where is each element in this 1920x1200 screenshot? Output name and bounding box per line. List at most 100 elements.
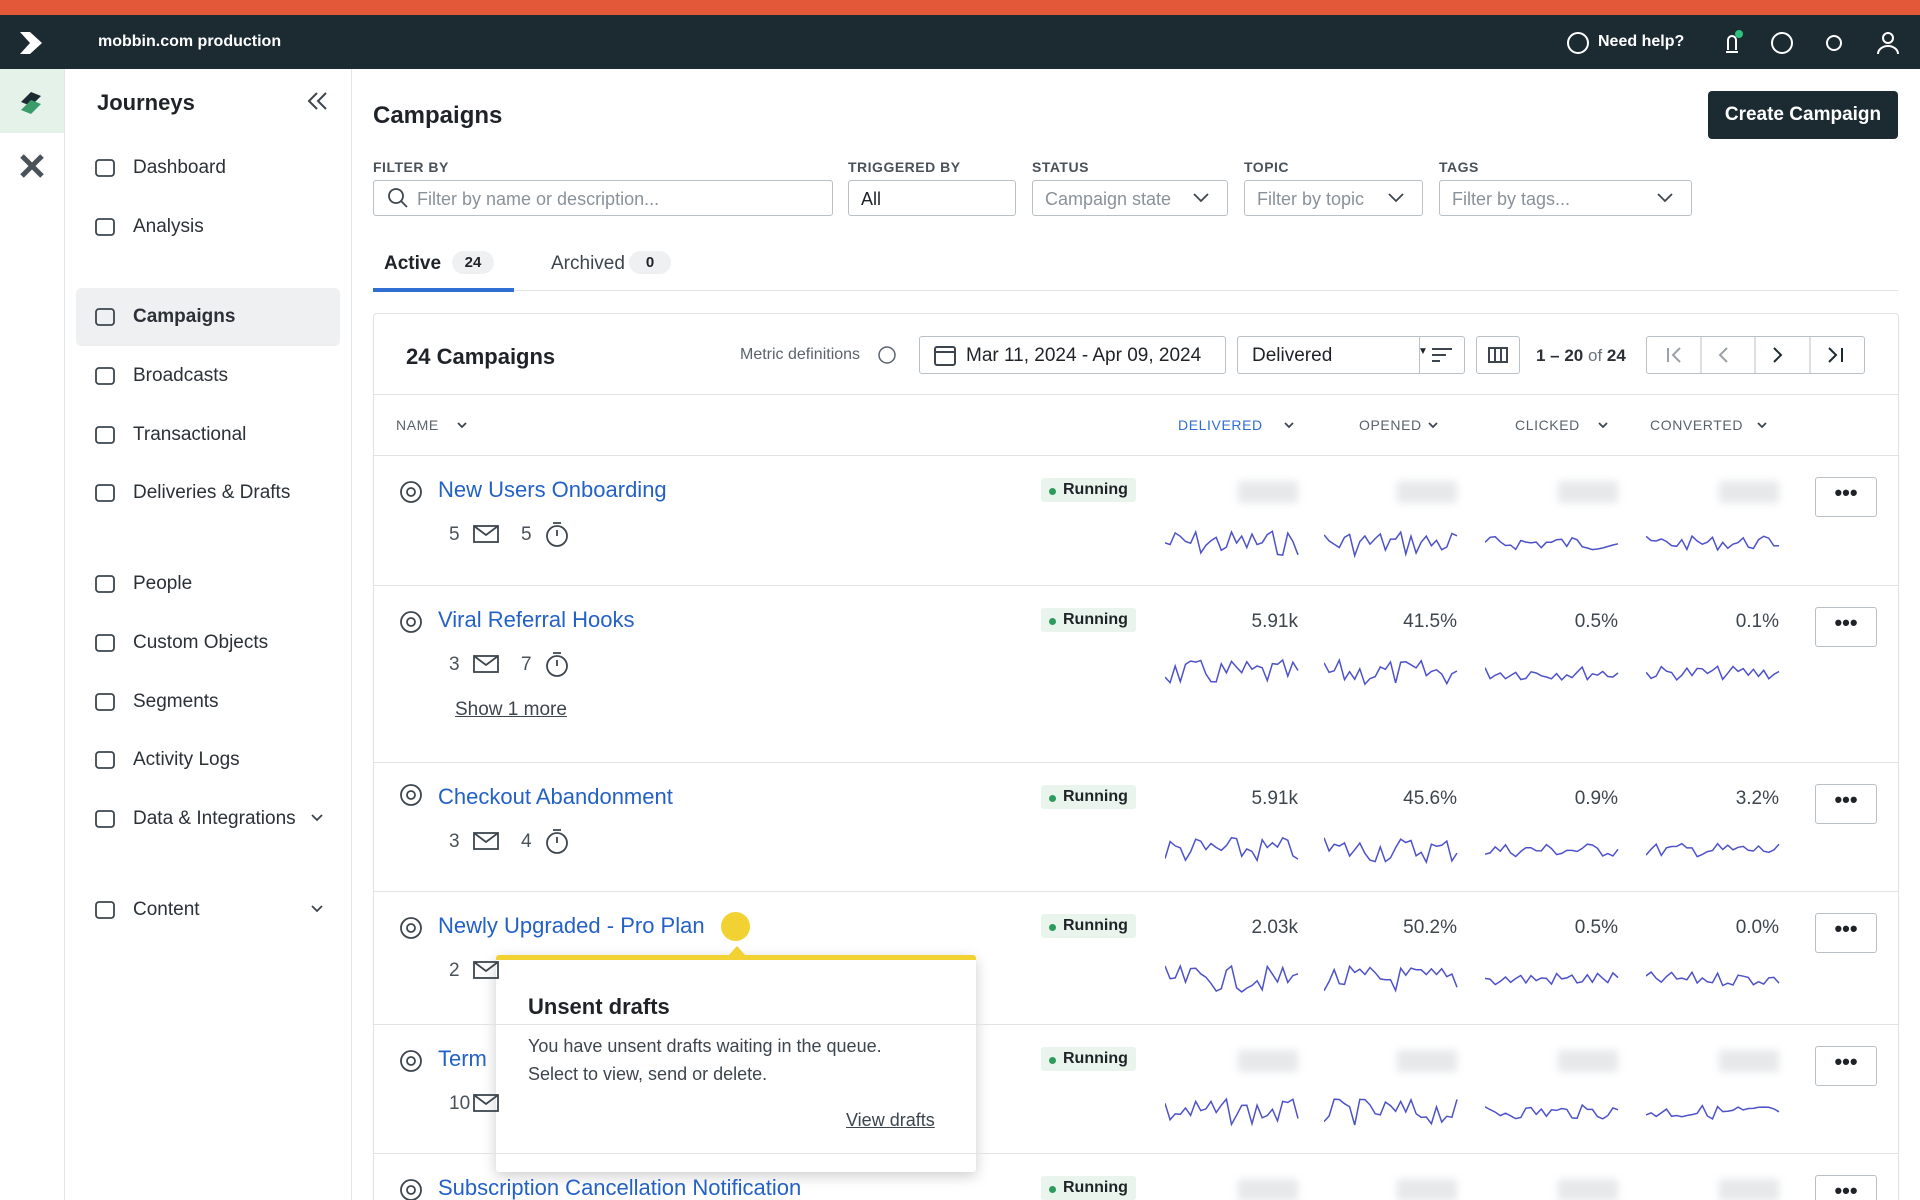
tooltip [496,955,976,1172]
sidebar-item[interactable]: Analysis [133,216,204,237]
sidebar-item[interactable]: Campaigns [133,306,236,327]
sidebar [64,69,352,1200]
chevron [311,904,323,914]
timer-icon [544,520,570,548]
sidebar-item[interactable]: People [133,573,193,594]
status-badge: Running [1041,1047,1136,1071]
table-card [373,313,1899,1200]
sparkline [1646,655,1780,691]
topbar [0,15,1920,69]
campaign-name[interactable]: New Users Onboarding [438,477,667,502]
filter-input[interactable]: Filter by tags... [1439,180,1692,216]
filter-input[interactable]: Filter by topic [1244,180,1423,216]
delay-count: 5 [521,524,532,545]
filter-input[interactable]: Campaign state [1032,180,1228,216]
divider [1419,336,1420,374]
more-button[interactable]: ••• [1815,1046,1877,1086]
sidebar-item[interactable]: Deliveries & Drafts [133,482,291,503]
status-dot [1049,1186,1056,1193]
filter-label: FILTER BY [373,159,449,175]
column-header[interactable]: CONVERTED [1650,417,1744,433]
email-count: 5 [449,524,460,545]
metric-blur [1397,1050,1457,1072]
sidebar-title: Journeys [97,90,195,115]
more-button[interactable]: ••• [1815,913,1877,953]
page-of: of [1588,346,1603,365]
status-badge: Running [1041,478,1136,502]
top-icons[interactable] [1716,28,1916,58]
columns-button[interactable] [1476,336,1520,374]
page-total: 24 [1606,346,1626,365]
campaign-name[interactable]: Viral Referral Hooks [438,607,635,632]
email-count: 3 [449,654,460,675]
create-button[interactable]: Create Campaign [1708,91,1898,139]
more-button[interactable]: ••• [1815,477,1877,517]
tab[interactable]: Archived [551,253,625,274]
more-button[interactable]: ••• [1815,1175,1877,1200]
sidebar-item[interactable]: Segments [133,691,219,712]
status-dot [1049,488,1056,495]
campaign-name[interactable]: Checkout Abandonment [438,784,673,809]
metric: Delivered [1252,345,1333,366]
sparkline [1485,525,1619,561]
sidebar-item[interactable]: Custom Objects [133,632,269,653]
more-button[interactable]: ••• [1815,607,1877,647]
tab[interactable]: Active [384,253,442,274]
email-icon [472,653,500,675]
metric-blur [1397,481,1457,503]
row-rule [373,1024,1898,1025]
sidebar-icon [93,364,117,388]
column-header[interactable]: CLICKED [1515,417,1580,433]
sidebar-item[interactable]: Activity Logs [133,749,240,770]
tooltip-link[interactable]: View drafts [846,1110,935,1130]
campaign-name[interactable]: Subscription Cancellation Notification [438,1175,802,1200]
sidebar-item[interactable]: Data & Integrations [133,808,296,829]
sidebar-icon [93,305,117,329]
metric-value: 0.0% [1735,917,1779,938]
filter-label: TAGS [1439,159,1479,175]
sort-icon [1432,348,1452,362]
sparkline [1485,961,1619,997]
campaign-name[interactable]: Term [438,1046,487,1071]
show-more[interactable]: Show 1 more [455,699,567,720]
sidebar-item[interactable]: Dashboard [133,157,226,178]
more-button[interactable]: ••• [1815,784,1877,824]
status-badge: Running [1041,914,1136,938]
metric-select[interactable] [1237,336,1465,374]
sparkline [1165,961,1299,997]
collapse[interactable] [306,90,330,112]
sidebar-item[interactable]: Transactional [133,424,247,445]
top-stripe [0,0,1920,15]
campaign-icon [398,782,424,808]
row-rule [373,891,1898,892]
metric-value: 0.5% [1574,611,1618,632]
metric-value: 5.91k [1251,788,1298,809]
filter-input[interactable]: Filter by name or description... [373,180,833,216]
metric-definitions[interactable]: Metric definitions [740,346,861,363]
metric-value: 0.1% [1735,611,1779,632]
sidebar-icon [93,631,117,655]
date-picker[interactable] [919,336,1226,374]
sort-caret [1427,420,1439,430]
draft-badge[interactable] [721,912,750,941]
column-header[interactable]: NAME [396,417,439,433]
email-count: 3 [449,831,460,852]
campaign-name[interactable]: Newly Upgraded - Pro Plan [438,913,705,938]
column-header[interactable]: OPENED [1359,417,1422,433]
metric-value: 2.03k [1251,917,1298,938]
pager-icons[interactable] [1646,336,1865,374]
email-icon [472,959,500,981]
status-badge: Running [1041,608,1136,632]
tabs-rule [373,290,1898,291]
help[interactable]: Need help? [1598,33,1685,50]
page-range: 1 – 20 [1536,346,1584,365]
sidebar-item[interactable]: Content [133,899,200,920]
rail-icon[interactable] [18,152,46,180]
workspace[interactable]: mobbin.com production [98,33,282,50]
column-header[interactable]: DELIVERED [1178,417,1263,433]
status-dot [1049,924,1056,931]
sidebar-item[interactable]: Broadcasts [133,365,229,386]
filter-input[interactable]: All [848,180,1016,216]
sidebar-icon [93,156,117,180]
timer-icon [544,650,570,678]
